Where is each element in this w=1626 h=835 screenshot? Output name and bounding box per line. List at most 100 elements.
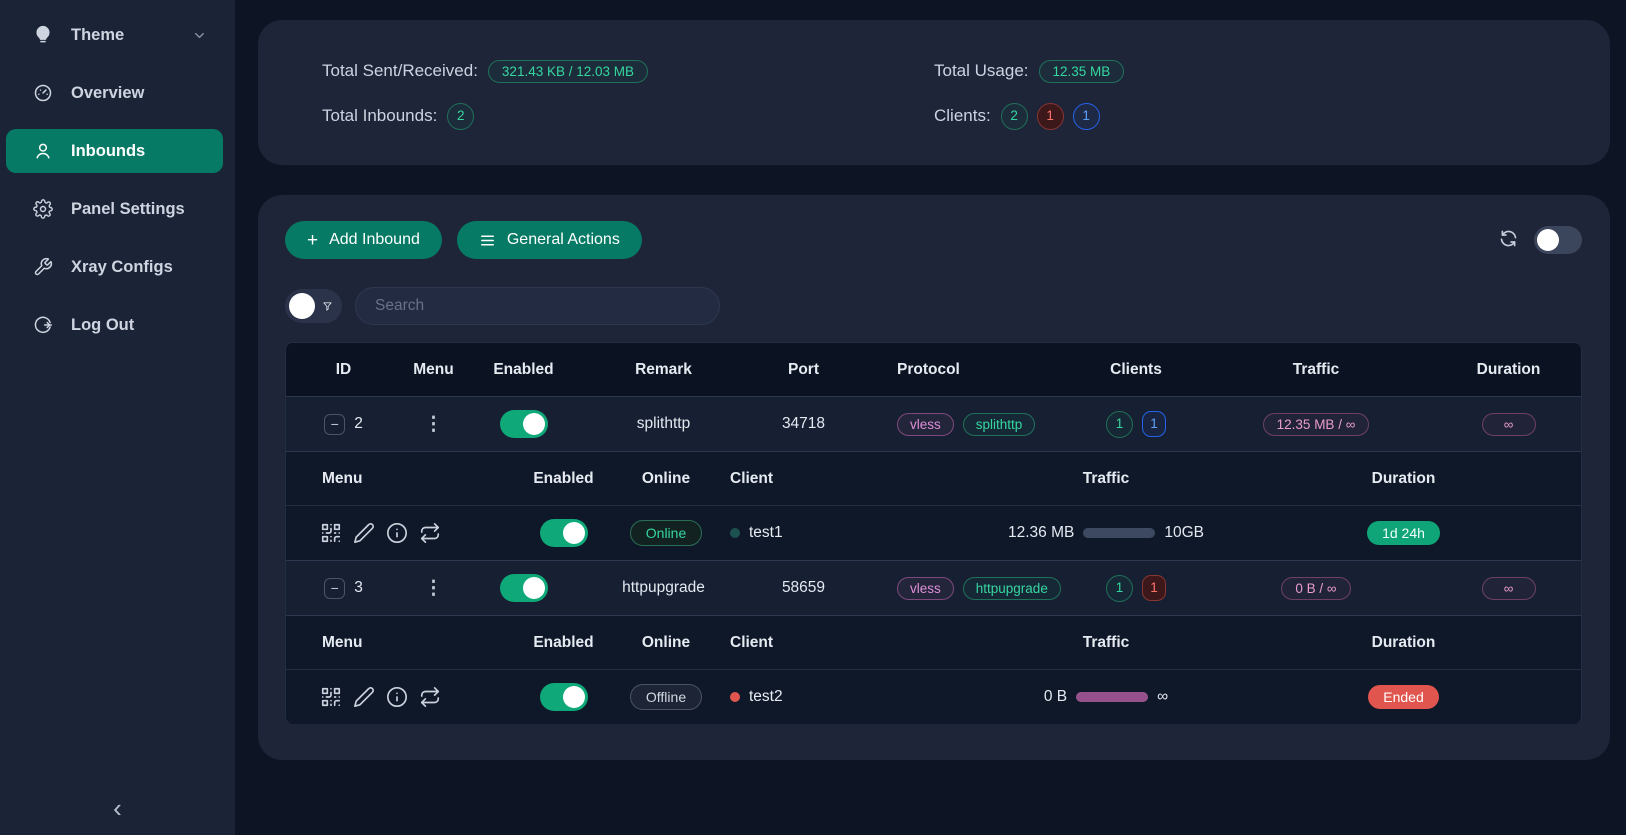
sidebar-item-label: Panel Settings xyxy=(71,199,185,218)
col-header-id: ID xyxy=(335,360,352,378)
inbound-row: − 2 ⋮ splithttp 34718 vless splithttp 1 … xyxy=(286,396,1581,451)
general-actions-button[interactable]: General Actions xyxy=(456,221,642,259)
col-header-client-online: Online xyxy=(641,469,691,487)
traffic-progress-bar xyxy=(1083,528,1156,538)
sidebar-item-theme[interactable]: Theme xyxy=(6,13,223,57)
inbound-duration-pill: ∞ xyxy=(1481,412,1536,436)
client-count-badge: 1 xyxy=(1106,574,1133,602)
col-header-client-menu: Menu xyxy=(322,469,363,487)
edit-icon[interactable] xyxy=(353,686,375,708)
col-header-client-duration: Duration xyxy=(1371,469,1436,487)
row-menu-button[interactable]: ⋮ xyxy=(424,577,443,599)
user-icon xyxy=(32,140,54,162)
sidebar-item-overview[interactable]: Overview xyxy=(6,71,223,115)
inbound-id: 2 xyxy=(354,415,363,432)
collapse-row-button[interactable]: − xyxy=(324,577,346,599)
traffic-progress-bar xyxy=(1076,692,1149,702)
col-header-menu: Menu xyxy=(413,360,454,378)
client-traffic-total: 10GB xyxy=(1164,524,1204,541)
client-table-header: Menu Enabled Online Client Traffic Durat… xyxy=(286,451,1581,505)
stat-clients: Clients: 2 1 1 xyxy=(934,102,1546,130)
client-status-dot xyxy=(730,528,740,538)
client-enabled-toggle[interactable] xyxy=(539,683,588,711)
stats-card: Total Sent/Received: 321.43 KB / 12.03 M… xyxy=(258,20,1610,165)
stat-total-inbounds: Total Inbounds: 2 xyxy=(322,102,934,130)
clients-depleted-badge: 1 xyxy=(1036,102,1064,130)
col-header-duration: Duration xyxy=(1476,360,1541,378)
col-header-client-enabled: Enabled xyxy=(533,633,594,651)
auto-refresh-toggle[interactable] xyxy=(1534,226,1582,254)
inbound-row: − 3 ⋮ httpupgrade 58659 vless httpupgrad… xyxy=(286,560,1581,615)
client-count-badge: 1 xyxy=(1106,410,1133,438)
info-icon[interactable] xyxy=(386,686,408,708)
gear-icon xyxy=(32,198,54,220)
inbound-duration-pill: ∞ xyxy=(1481,576,1536,600)
transport-tag: httpupgrade xyxy=(962,576,1061,600)
client-status-dot xyxy=(730,692,740,702)
sidebar-item-inbounds[interactable]: Inbounds xyxy=(6,129,223,173)
col-header-client-name: Client xyxy=(730,469,774,487)
filter-toggle[interactable] xyxy=(285,289,342,323)
sidebar-item-label: Inbounds xyxy=(71,141,146,160)
transport-tag: splithttp xyxy=(962,412,1036,436)
stat-label: Total Usage: xyxy=(934,61,1029,80)
refresh-icon[interactable] xyxy=(1498,228,1519,253)
row-menu-button[interactable]: ⋮ xyxy=(424,413,443,435)
client-online-count-badge: 1 xyxy=(1142,411,1166,437)
qr-code-icon[interactable] xyxy=(320,522,342,544)
client-table-header: Menu Enabled Online Client Traffic Durat… xyxy=(286,615,1581,669)
inbound-traffic-pill: 0 B / ∞ xyxy=(1281,576,1351,600)
collapse-row-button[interactable]: − xyxy=(324,413,346,435)
inbounds-panel: + Add Inbound General Actions xyxy=(258,195,1610,760)
main-content: Total Sent/Received: 321.43 KB / 12.03 M… xyxy=(235,0,1626,835)
search-input[interactable] xyxy=(355,287,720,325)
protocol-tag: vless xyxy=(897,576,954,600)
sidebar-collapse-button[interactable]: ‹ xyxy=(113,793,122,823)
col-header-port: Port xyxy=(788,360,819,378)
reset-traffic-icon[interactable] xyxy=(419,686,441,708)
sidebar-item-panel-settings[interactable]: Panel Settings xyxy=(6,187,223,231)
clients-online-badge: 1 xyxy=(1072,102,1100,130)
total-inbounds-value: 2 xyxy=(447,102,475,130)
info-icon[interactable] xyxy=(386,522,408,544)
col-header-client-traffic: Traffic xyxy=(1082,633,1130,651)
plus-icon: + xyxy=(307,229,319,251)
col-header-client-duration: Duration xyxy=(1371,633,1436,651)
sidebar-item-logout[interactable]: Log Out xyxy=(6,303,223,347)
client-traffic-total: ∞ xyxy=(1157,688,1169,705)
stat-total-sent-received: Total Sent/Received: 321.43 KB / 12.03 M… xyxy=(322,59,934,83)
col-header-clients: Clients xyxy=(1110,360,1162,378)
client-name: test2 xyxy=(749,688,783,705)
col-header-enabled: Enabled xyxy=(493,360,554,378)
online-status-badge: Offline xyxy=(629,684,703,710)
col-header-remark: Remark xyxy=(635,360,692,378)
add-inbound-button[interactable]: + Add Inbound xyxy=(285,221,442,259)
col-header-traffic: Traffic xyxy=(1292,360,1340,378)
col-header-client-menu: Menu xyxy=(322,633,363,651)
edit-icon[interactable] xyxy=(353,522,375,544)
chevron-down-icon xyxy=(192,28,207,43)
col-header-protocol: Protocol xyxy=(897,360,960,378)
client-duration-pill: Ended xyxy=(1368,685,1439,709)
inbound-enabled-toggle[interactable] xyxy=(499,574,548,602)
col-header-client-enabled: Enabled xyxy=(533,469,594,487)
inbound-enabled-toggle[interactable] xyxy=(499,410,548,438)
client-name: test1 xyxy=(749,524,783,541)
toolbar: + Add Inbound General Actions xyxy=(285,221,1582,259)
inbound-traffic-pill: 12.35 MB / ∞ xyxy=(1262,412,1370,436)
sidebar-item-xray-configs[interactable]: Xray Configs xyxy=(6,245,223,289)
qr-code-icon[interactable] xyxy=(320,686,342,708)
toolbar-right xyxy=(1498,226,1582,254)
menu-lines-icon xyxy=(479,232,496,249)
client-traffic-used: 12.36 MB xyxy=(1008,524,1075,541)
inbound-port: 34718 xyxy=(781,415,826,432)
inbounds-table: ID Menu Enabled Remark Port Protocol Cli… xyxy=(285,342,1582,724)
inbound-remark: splithttp xyxy=(636,415,691,432)
col-header-client-online: Online xyxy=(641,633,691,651)
inbound-remark: httpupgrade xyxy=(622,579,705,596)
wrench-icon xyxy=(32,256,54,278)
reset-traffic-icon[interactable] xyxy=(419,522,441,544)
client-enabled-toggle[interactable] xyxy=(539,519,588,547)
bulb-icon xyxy=(32,24,54,46)
